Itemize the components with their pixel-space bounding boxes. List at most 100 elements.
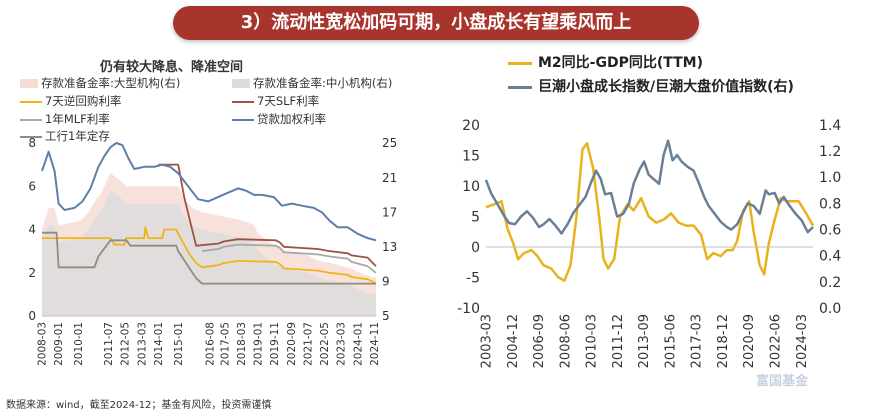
left-xtick: 2012-05 xyxy=(120,322,132,366)
left-xtick: 2019-01 xyxy=(253,322,265,366)
right-xtick: 2015-06 xyxy=(663,314,678,368)
right-ytick-left: 10 xyxy=(462,179,480,195)
left-xtick: 2022-05 xyxy=(319,322,331,366)
right-xtick: 2024-03 xyxy=(795,314,810,368)
legend-label: 巨潮小盘成长指数/巨潮大盘价值指数(右) xyxy=(538,79,794,95)
right-line-1 xyxy=(484,139,814,235)
right-xtick: 2011-12 xyxy=(611,314,626,368)
legend-swatch xyxy=(20,79,38,88)
legend-item-reverse-repo: 7天逆回购利率 xyxy=(20,93,121,109)
left-ytick-right: 9 xyxy=(382,275,390,289)
right-ytick-left: 20 xyxy=(462,118,480,134)
section-banner: 3）流动性宽松加码可期，小盘成长有望乘风而上 xyxy=(173,6,699,40)
left-chart: 0 2 4 6 8 5 9 13 17 21 25 2008-03 2009-01 2010-01 2011… xyxy=(28,136,397,366)
left-xtick: 2011-07 xyxy=(103,322,115,366)
legend-label: M2同比-GDP同比(TTM) xyxy=(538,55,704,71)
right-xtick: 2003-03 xyxy=(479,314,494,368)
legend-label: 存款准备金率:中小机构(右) xyxy=(253,76,393,90)
legend-swatch xyxy=(232,118,254,121)
right-xtick: 2022-06 xyxy=(769,314,784,368)
legend-swatch xyxy=(508,85,532,89)
left-xtick: 2023-03 xyxy=(336,322,348,366)
left-ytick-left: 6 xyxy=(28,179,36,193)
right-ytick-left: -10 xyxy=(457,301,480,317)
legend-swatch xyxy=(232,100,254,103)
legend-swatch xyxy=(508,61,532,65)
legend-item-reserve-small: 存款准备金率:中小机构(右) xyxy=(232,75,392,91)
legend-item-reserve-large: 存款准备金率:大型机构(右) xyxy=(20,75,180,91)
right-ytick-right: 0.0 xyxy=(819,301,841,317)
right-chart: -10 -5 0 5 10 15 20 0.0 0.2 0.4 0.6 0.8 1.0 1.2 1.4 200… xyxy=(457,118,841,368)
left-xtick: 2024-01 xyxy=(352,322,364,366)
left-area-1 xyxy=(42,190,376,316)
legend-item-icbc-deposit: 工行1年定存 xyxy=(20,128,110,144)
legend-label: 7天SLF利率 xyxy=(257,94,320,108)
right-xtick: 2004-12 xyxy=(506,314,521,368)
right-ytick-right: 1.4 xyxy=(819,118,841,134)
left-line-5 xyxy=(41,142,377,242)
right-xtick: 2006-09 xyxy=(532,314,547,368)
left-xtick: 2021-07 xyxy=(302,322,314,366)
left-ytick-right: 17 xyxy=(382,205,397,219)
left-ytick-left: 4 xyxy=(28,223,36,237)
legend-swatch xyxy=(20,135,42,138)
legend-item-small-growth-ratio: 巨潮小盘成长指数/巨潮大盘价值指数(右) xyxy=(508,76,794,96)
legend-label: 存款准备金率:大型机构(右) xyxy=(41,76,181,90)
right-ytick-left: 5 xyxy=(471,209,480,225)
legend-label: 7天逆回购利率 xyxy=(45,94,122,108)
left-ytick-left: 2 xyxy=(28,266,36,280)
left-ytick-left: 0 xyxy=(28,309,36,323)
right-ytick-right: 1.2 xyxy=(819,144,841,160)
legend-item-slf: 7天SLF利率 xyxy=(232,93,319,109)
right-xtick: 2008-06 xyxy=(558,314,573,368)
left-line-2 xyxy=(42,226,377,285)
legend-label: 贷款加权利率 xyxy=(257,112,326,126)
banner-title: 3）流动性宽松加码可期，小盘成长有望乘风而上 xyxy=(240,12,632,33)
left-chart-title: 仍有较大降息、降准空间 xyxy=(100,60,244,75)
left-xtick: 2017-05 xyxy=(219,322,231,366)
legend-item-mlf: 1年MLF利率 xyxy=(20,111,110,127)
right-ytick-right: 0.4 xyxy=(819,249,841,265)
left-xtick: 2015-01 xyxy=(173,322,185,366)
left-ytick-right: 25 xyxy=(382,136,397,150)
right-xtick: 2018-12 xyxy=(716,314,731,368)
left-line-4 xyxy=(201,243,377,274)
source-note: 数据来源：wind，截至2024-12；基金有风险，投资需谨慎 xyxy=(6,400,272,411)
left-ytick-right: 5 xyxy=(382,309,390,323)
right-xtick: 2013-09 xyxy=(637,314,652,368)
right-ytick-right: 0.6 xyxy=(819,222,841,238)
left-line-3 xyxy=(158,163,377,267)
left-xtick: 2009-01 xyxy=(53,322,65,366)
right-xtick: 2017-03 xyxy=(690,314,705,368)
right-line-0 xyxy=(485,142,815,282)
left-xtick: 2024-11 xyxy=(369,322,381,366)
right-ytick-left: -5 xyxy=(466,270,480,286)
left-xtick: 2016-08 xyxy=(204,322,216,366)
left-xtick: 2019-11 xyxy=(269,322,281,366)
legend-swatch xyxy=(20,118,42,121)
left-ytick-left: 8 xyxy=(28,136,36,150)
right-ytick-right: 0.8 xyxy=(819,196,841,212)
legend-label: 1年MLF利率 xyxy=(45,112,110,126)
legend-item-loan-rate: 贷款加权利率 xyxy=(232,111,326,127)
legend-swatch xyxy=(232,79,250,88)
legend-label: 工行1年定存 xyxy=(45,129,110,143)
left-xtick: 2008-03 xyxy=(37,322,49,366)
legend-swatch xyxy=(20,100,42,103)
left-xtick: 2010-01 xyxy=(73,322,85,366)
right-xtick: 2010-03 xyxy=(585,314,600,368)
left-ytick-right: 21 xyxy=(382,171,397,185)
right-ytick-right: 1.0 xyxy=(819,170,841,186)
watermark-logo-text: 富国基金 xyxy=(756,374,809,389)
left-line-6 xyxy=(42,231,376,285)
left-xtick: 2013-03 xyxy=(136,322,148,366)
left-xtick: 2014-01 xyxy=(153,322,165,366)
right-ytick-right: 0.2 xyxy=(819,275,841,291)
left-ytick-right: 13 xyxy=(382,240,397,254)
right-ytick-left: 0 xyxy=(471,240,480,256)
right-ytick-left: 15 xyxy=(462,148,480,164)
legend-item-m2-gdp: M2同比-GDP同比(TTM) xyxy=(508,52,703,72)
left-xtick: 2020-09 xyxy=(286,322,298,366)
left-xtick: 2018-03 xyxy=(236,322,248,366)
right-xtick: 2020-09 xyxy=(742,314,757,368)
